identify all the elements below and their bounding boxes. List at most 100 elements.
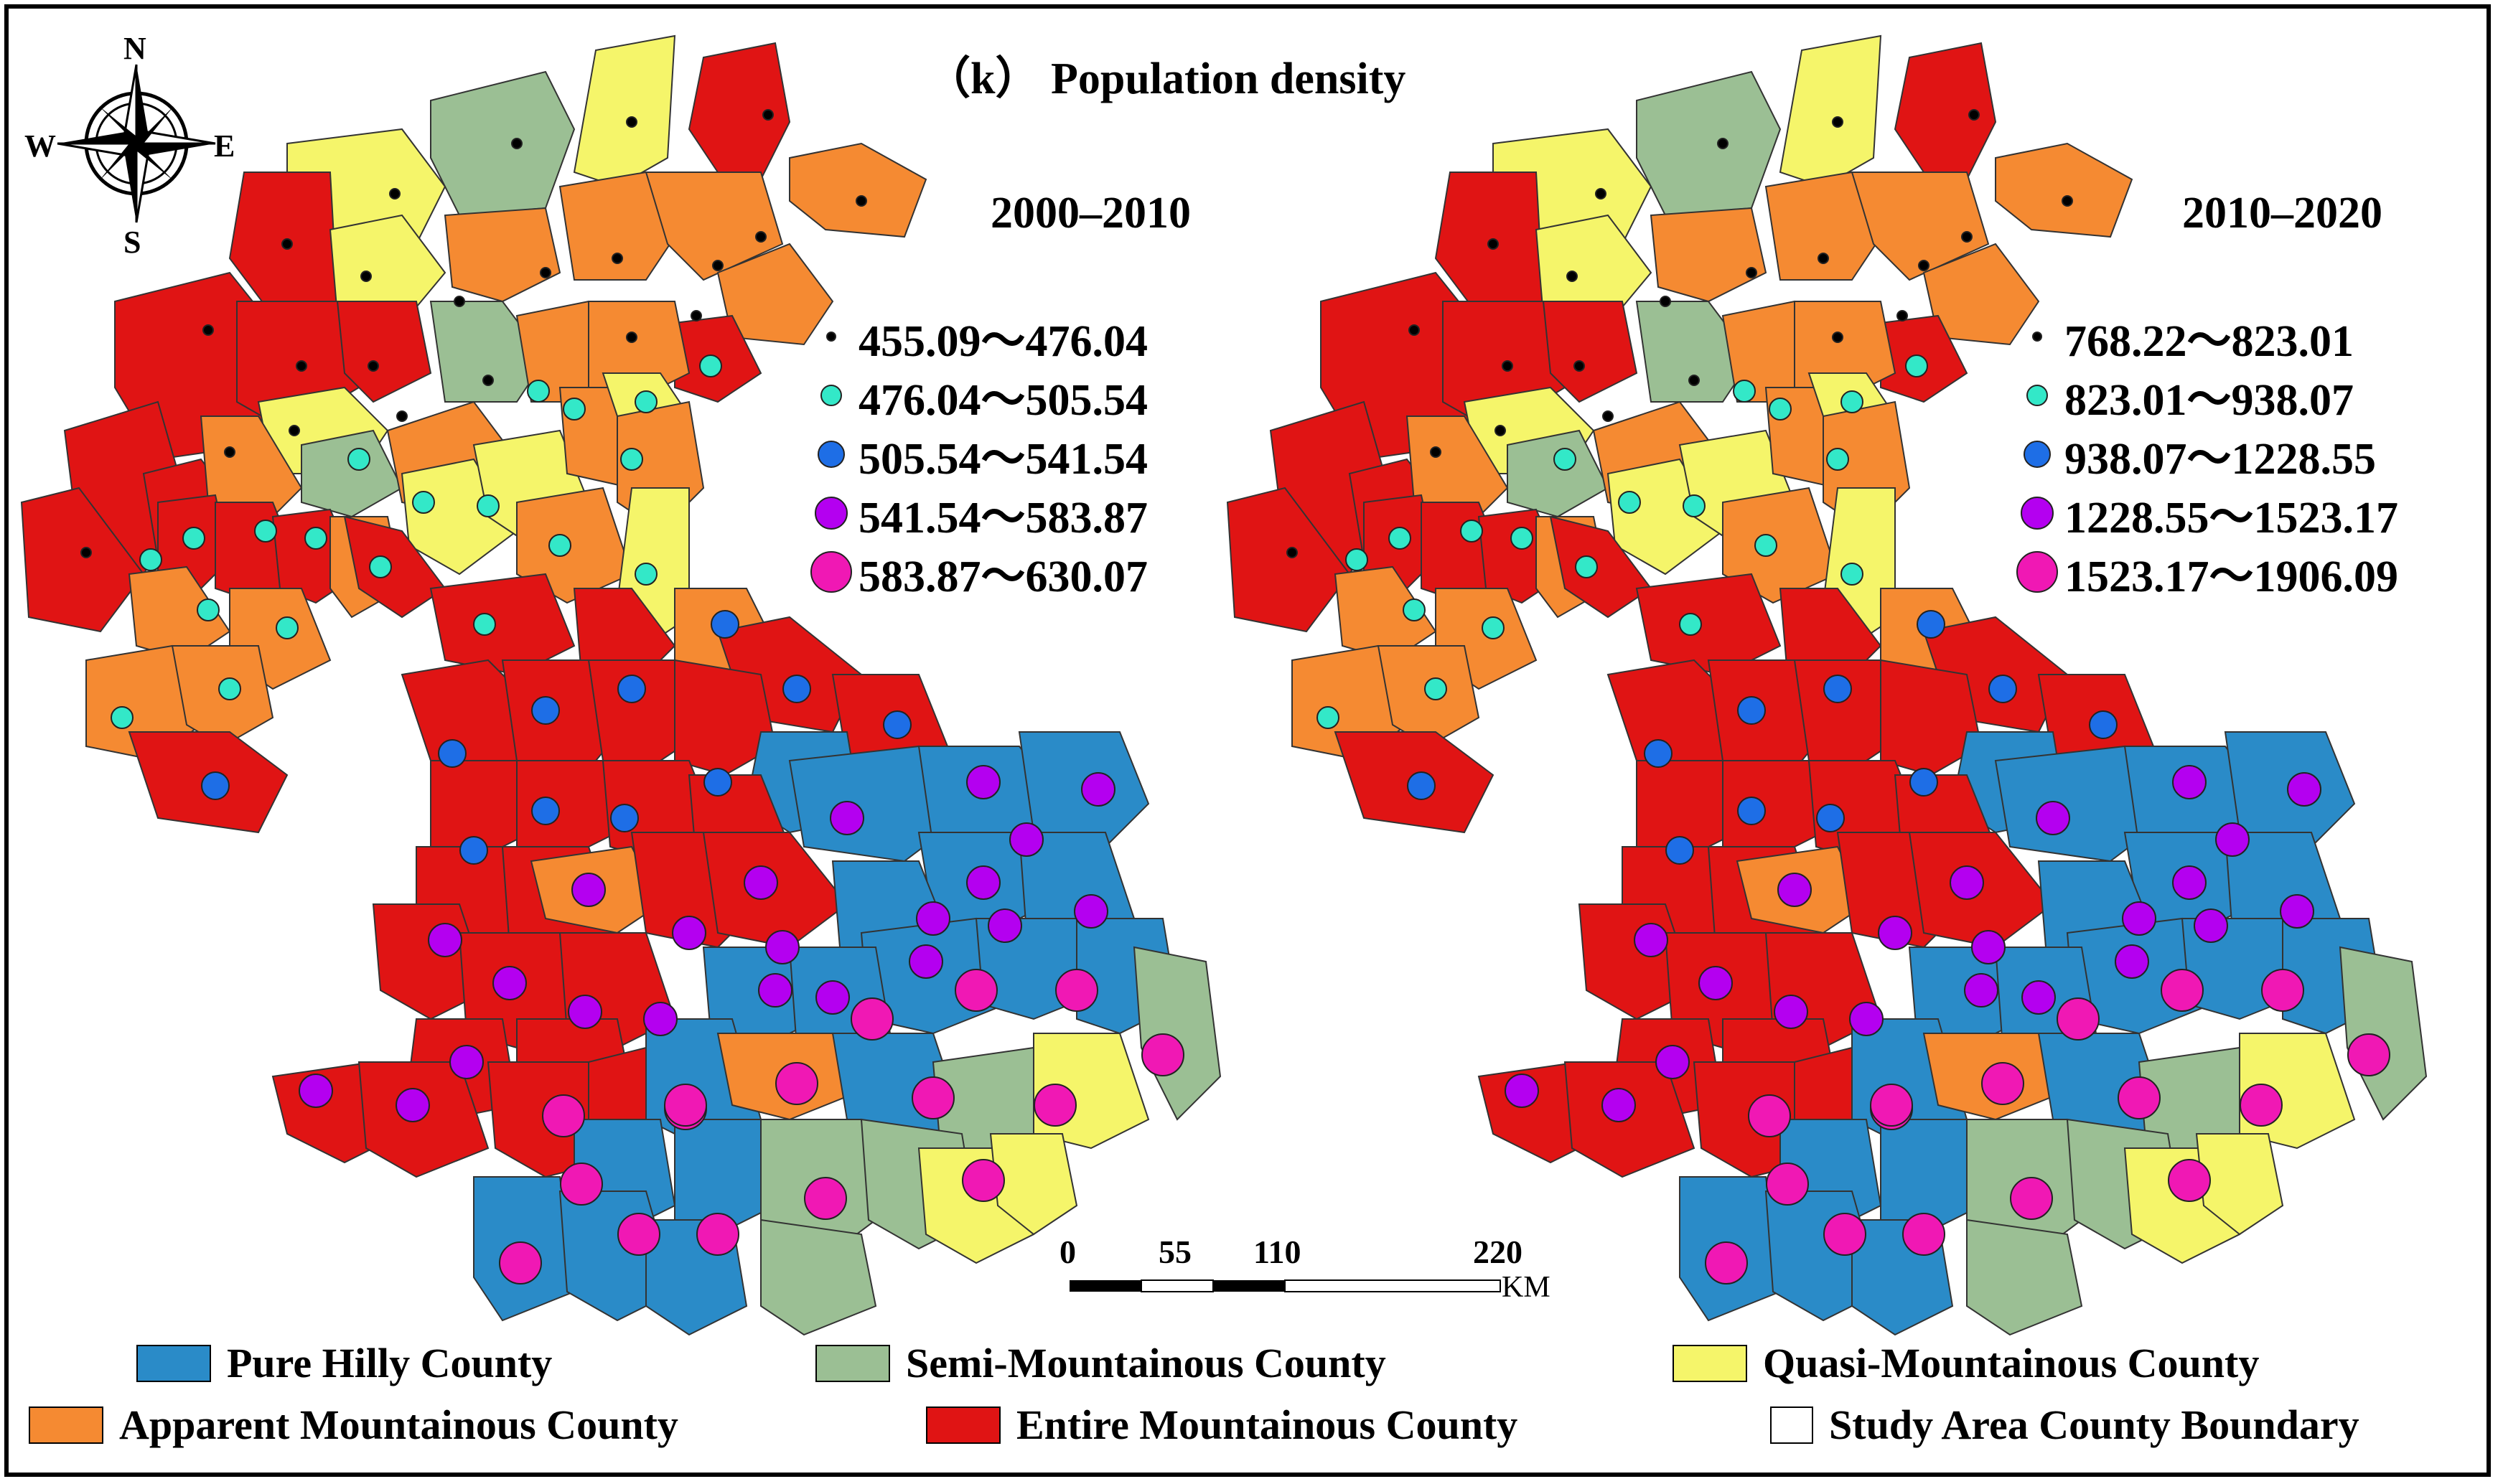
legend-entire-mountainous: Entire Mountainous County: [926, 1401, 1517, 1449]
density-dot: [1823, 675, 1852, 703]
legend-swatch: [29, 1406, 103, 1444]
density-dot: [617, 675, 646, 703]
density-dot: [1971, 930, 2006, 964]
density-dot: [1746, 267, 1757, 278]
compass-east-label: E: [214, 128, 235, 164]
legend-study-area-boundary: Study Area County Boundary: [1770, 1401, 2359, 1449]
density-dot: [1683, 494, 1706, 517]
density-dot: [1408, 324, 1420, 336]
density-dot: [691, 310, 702, 321]
density-legend-item: 583.87～630.07: [804, 543, 1148, 601]
density-dot: [224, 446, 235, 458]
density-legend-item: 938.07～1228.55: [2010, 425, 2398, 484]
density-dot: [412, 491, 435, 514]
density-legend-label: 1228.55～1523.17: [2064, 494, 2399, 543]
density-dot: [765, 930, 800, 964]
density-dot: [1407, 771, 1436, 800]
density-dot: [699, 354, 722, 377]
density-dot: [1665, 836, 1694, 865]
density-dot: [201, 771, 230, 800]
density-legend-item: 455.09～476.04: [804, 307, 1148, 366]
density-dot: [1055, 969, 1098, 1012]
density-legend-label: 768.22～823.01: [2064, 317, 2354, 366]
density-dot: [2057, 997, 2100, 1041]
density-dot: [1748, 1094, 1791, 1137]
density-dot: [610, 804, 639, 832]
density-dot: [1917, 610, 1945, 639]
left-density-dots: [80, 109, 1184, 1285]
density-legend-dot: [2026, 385, 2048, 406]
density-dot: [2172, 865, 2207, 900]
density-dot: [1964, 973, 1998, 1008]
density-dot: [396, 410, 408, 422]
density-legend-dot: [2032, 332, 2042, 342]
density-dot: [775, 1062, 818, 1105]
density-legend-item: 768.22～823.01: [2010, 307, 2398, 366]
density-dot: [664, 1084, 707, 1127]
density-legend-item: 541.54～583.87: [804, 484, 1148, 543]
legend-quasi-mountainous: Quasi-Mountainous County: [1673, 1339, 2259, 1387]
density-dot: [1634, 923, 1668, 957]
legend-swatch: [926, 1406, 1001, 1444]
density-legend-dot: [2016, 551, 2058, 593]
density-dot: [281, 238, 293, 250]
density-dot: [1618, 491, 1641, 514]
density-dot: [368, 360, 379, 372]
density-dot: [1141, 1033, 1184, 1076]
density-dot: [1766, 1163, 1809, 1206]
legend-swatch: [815, 1344, 890, 1382]
scale-label-0: 0: [1059, 1234, 1076, 1270]
density-dot: [563, 398, 586, 421]
density-dot: [1878, 916, 1912, 950]
density-dot: [1430, 446, 1441, 458]
density-dot: [2347, 1033, 2390, 1076]
density-dot: [1826, 448, 1849, 471]
density-legend-dot: [826, 332, 836, 342]
legend-label: Pure Hilly County: [227, 1340, 553, 1386]
legend-label: Entire Mountainous County: [1016, 1401, 1518, 1448]
density-dot: [1009, 822, 1044, 857]
density-dot: [1286, 547, 1298, 558]
density-dot: [1510, 527, 1533, 550]
density-legend-item: 823.01～938.07: [2010, 366, 2398, 425]
density-dot: [856, 195, 867, 207]
density-dot: [2122, 901, 2156, 936]
density-dot: [473, 613, 496, 636]
density-dot: [712, 260, 724, 271]
density-dot: [1849, 1002, 1884, 1036]
density-dot: [916, 901, 950, 936]
density-dot: [2240, 1084, 2283, 1127]
density-dot: [1717, 138, 1729, 149]
density-legend-label: 823.01～938.07: [2064, 376, 2354, 425]
density-dot: [449, 1045, 484, 1079]
density-dot: [744, 865, 778, 900]
density-dot: [1733, 380, 1756, 403]
legend-swatch: [1673, 1344, 1747, 1382]
density-dot: [389, 188, 401, 199]
density-legend-item: 476.04～505.54: [804, 366, 1148, 425]
density-dot: [703, 768, 732, 797]
density-dot: [454, 296, 465, 307]
density-dot: [2172, 765, 2207, 799]
compass-north-label: N: [123, 31, 146, 66]
density-dot: [1870, 1084, 1913, 1127]
density-dot: [1566, 271, 1578, 282]
density-dot: [531, 797, 560, 825]
density-dot: [1769, 398, 1792, 421]
density-dot: [1345, 548, 1368, 571]
compass-south-label: S: [123, 225, 141, 260]
density-dot: [1909, 768, 1938, 797]
density-dot: [568, 995, 602, 1029]
density-dot: [804, 1177, 847, 1220]
density-dot: [851, 997, 894, 1041]
density-dot: [1896, 310, 1908, 321]
density-dot: [2194, 908, 2228, 943]
density-dot: [912, 1076, 955, 1119]
density-dot: [962, 1159, 1005, 1202]
density-dot: [531, 696, 560, 725]
density-dot: [540, 267, 551, 278]
density-dot: [347, 448, 370, 471]
density-dot: [571, 873, 606, 907]
density-dot: [1754, 534, 1777, 557]
density-dot: [1988, 675, 2017, 703]
